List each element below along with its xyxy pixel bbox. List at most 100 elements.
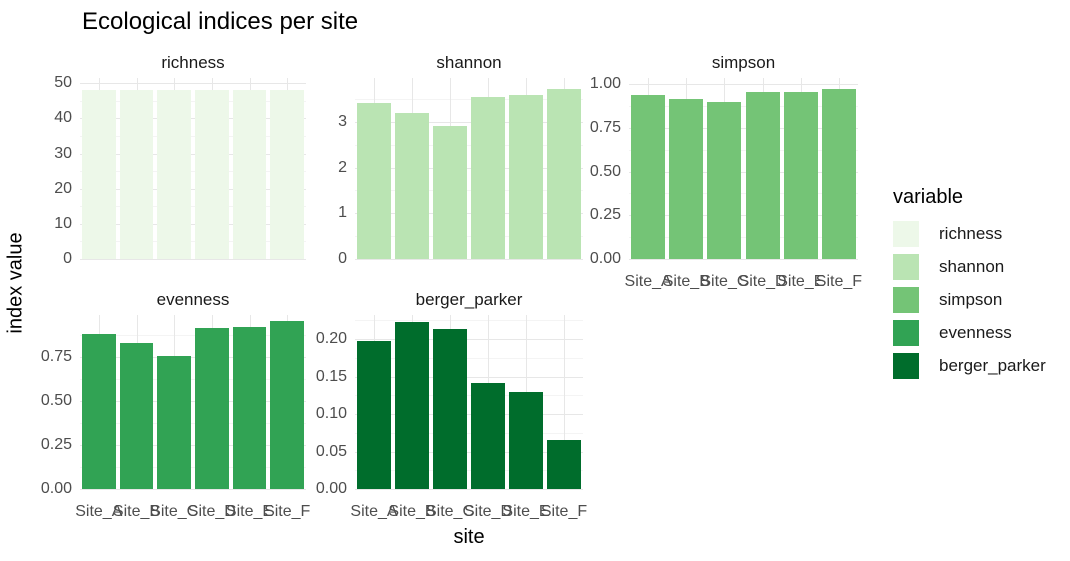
y-tick-label: 1 <box>338 204 347 222</box>
y-tick-label: 0.75 <box>40 348 72 366</box>
major-gridline <box>355 213 583 215</box>
facet-panel <box>355 315 583 490</box>
x-tick-label: Site_F <box>540 503 588 520</box>
y-tick-label: 0.25 <box>40 436 72 454</box>
minor-gridline <box>80 100 306 102</box>
minor-gridline <box>355 99 583 100</box>
bar-evenness-Site_D <box>195 328 229 489</box>
bar-evenness-Site_C <box>157 356 191 489</box>
y-tick-label: 0.15 <box>315 367 347 385</box>
y-tick-label: 50 <box>54 74 72 92</box>
bar-evenness-Site_E <box>232 327 267 489</box>
bar-richness-Site_E <box>232 90 267 259</box>
vertical-gridline <box>564 315 565 489</box>
y-tick-label: 1.00 <box>589 75 621 92</box>
major-gridline <box>629 84 858 85</box>
minor-gridline <box>629 237 858 239</box>
major-gridline <box>355 414 583 415</box>
bar-evenness-Site_F <box>270 321 304 489</box>
bar-shannon-Site_F <box>547 89 581 259</box>
major-gridline <box>629 259 858 260</box>
facet-strip: evenness <box>156 290 230 309</box>
major-gridline <box>80 223 306 225</box>
minor-gridline <box>80 241 306 243</box>
x-tick-label: Site_C <box>150 503 199 520</box>
legend-item-richness: richness <box>893 221 1046 247</box>
bar-richness-Site_D <box>195 90 229 259</box>
major-gridline <box>80 83 306 85</box>
major-gridline <box>355 121 583 123</box>
major-gridline <box>80 188 306 190</box>
legend-item-berger_parker: berger_parker <box>893 353 1046 379</box>
facet-panel <box>80 315 306 490</box>
legend-key-swatch <box>893 320 919 346</box>
y-tick-label: 0.75 <box>589 118 621 136</box>
x-tick-label: Site_D <box>738 273 787 290</box>
major-gridline <box>629 171 858 173</box>
legend-key-swatch <box>893 254 919 280</box>
bar-shannon-Site_D <box>471 96 505 259</box>
y-tick-label: 0.10 <box>315 405 347 422</box>
x-tick-label: Site_B <box>662 273 710 290</box>
plot-title: Ecological indices per site <box>82 8 359 35</box>
minor-gridline <box>80 379 306 381</box>
legend-item-label: simpson <box>939 290 1003 309</box>
bar-simpson-Site_C <box>707 102 742 259</box>
minor-gridline <box>355 190 583 192</box>
minor-gridline <box>355 357 583 359</box>
minor-gridline <box>80 206 306 208</box>
bar-shannon-Site_E <box>509 95 543 259</box>
major-gridline <box>80 153 306 155</box>
minor-gridline <box>80 335 306 337</box>
minor-gridline <box>355 395 583 397</box>
bar-shannon-Site_C <box>433 126 467 259</box>
minor-gridline <box>80 171 306 173</box>
x-tick-label: Site_F <box>264 503 311 520</box>
bar-shannon-Site_B <box>395 112 429 259</box>
bar-shannon-Site_A <box>357 102 391 259</box>
minor-gridline <box>80 136 306 137</box>
facet-panel <box>629 78 858 260</box>
y-tick-label: 0.05 <box>315 442 347 460</box>
minor-gridline <box>80 467 306 468</box>
minor-gridline <box>80 423 306 425</box>
y-tick-label: 10 <box>54 214 72 232</box>
facet-strip: berger_parker <box>415 290 523 309</box>
legend-item-shannon: shannon <box>893 254 1046 280</box>
minor-gridline <box>355 236 583 238</box>
x-axis-title: site <box>453 526 485 548</box>
x-tick-label: Site_E <box>777 273 825 290</box>
x-tick-label: Site_C <box>425 503 475 520</box>
major-gridline <box>80 489 306 490</box>
major-gridline <box>355 489 583 490</box>
y-tick-label: 2 <box>338 158 347 176</box>
y-tick-label: 0.00 <box>315 480 347 497</box>
facet-panel <box>355 78 583 260</box>
y-tick-label: 0 <box>63 250 72 267</box>
bar-richness-Site_F <box>270 90 304 259</box>
bar-simpson-Site_A <box>631 94 666 259</box>
y-tick-label: 40 <box>54 109 72 127</box>
major-gridline <box>629 215 858 217</box>
legend-item-label: shannon <box>939 257 1005 276</box>
y-tick-label: 0 <box>338 250 347 267</box>
legend-item-simpson: simpson <box>893 287 1046 313</box>
major-gridline <box>80 445 306 447</box>
legend-items: richness shannon simpson evenness berger_par… <box>893 221 1046 379</box>
bar-berger_parker-Site_A <box>357 340 391 489</box>
bar-berger_parker-Site_E <box>509 391 543 489</box>
bar-richness-Site_B <box>119 90 154 259</box>
major-gridline <box>80 259 306 260</box>
bar-evenness-Site_B <box>119 343 154 489</box>
y-tick-label: 0.50 <box>40 392 72 410</box>
legend-item-evenness: evenness <box>893 320 1046 346</box>
y-tick-label: 0.00 <box>40 480 72 497</box>
facet-strip: richness <box>161 53 225 72</box>
x-tick-label: Site_E <box>225 503 274 520</box>
